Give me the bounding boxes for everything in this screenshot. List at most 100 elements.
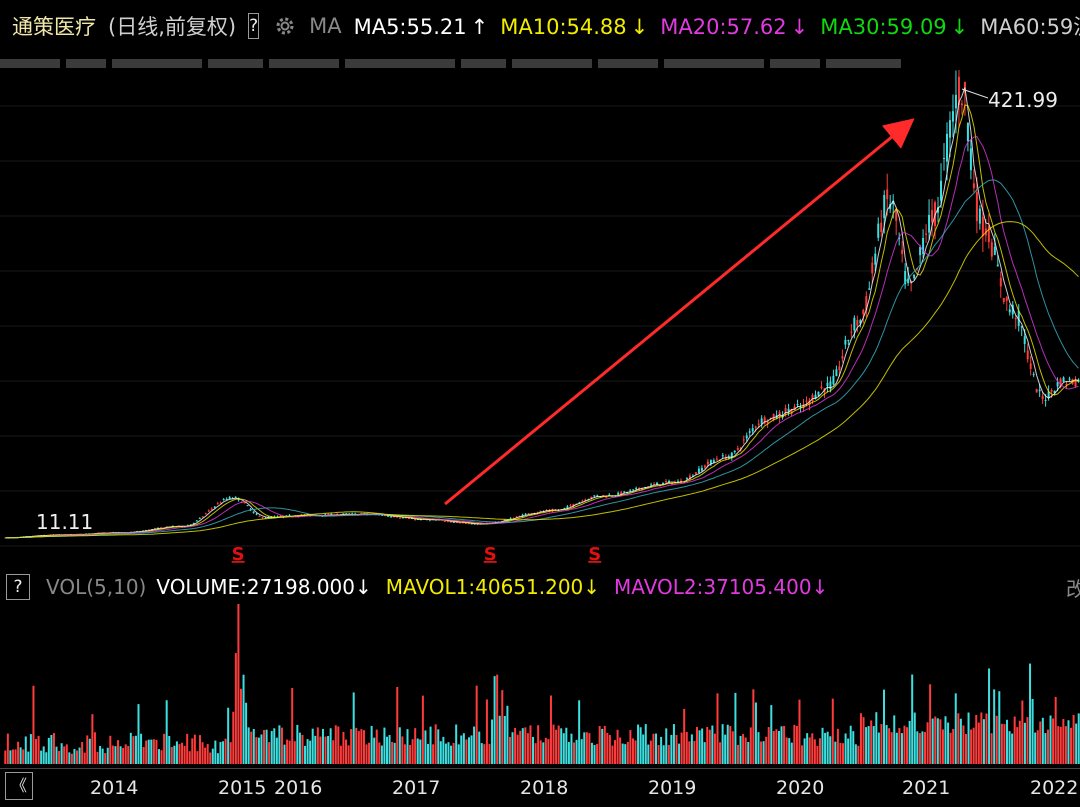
volume-bar: [672, 724, 675, 764]
volume-bar: [178, 744, 181, 764]
volume-bar: [122, 747, 125, 764]
volume-bar: [491, 719, 494, 764]
volume-bar: [273, 728, 276, 764]
candle-body: [838, 366, 841, 370]
volume-bar: [624, 744, 627, 764]
volume-bar: [119, 746, 122, 764]
volume-bar: [117, 740, 120, 764]
candle-body: [922, 237, 925, 254]
candle-body: [1023, 336, 1026, 344]
volume-bar: [544, 737, 547, 764]
volume-bar: [483, 744, 486, 764]
candle-body: [387, 515, 390, 517]
candle-body: [458, 522, 461, 524]
volume-bar: [883, 689, 886, 764]
volume-bar: [685, 731, 688, 764]
candle-body: [1050, 389, 1053, 392]
volume-bar: [19, 747, 22, 764]
volume-bar: [726, 724, 729, 764]
volume-bar: [649, 740, 652, 764]
volume-bar: [65, 744, 68, 764]
volume-bar: [808, 737, 811, 764]
candle-body: [629, 490, 632, 492]
volume-bar: [465, 739, 468, 764]
volume-bar: [729, 726, 732, 764]
volume-bar: [877, 732, 880, 764]
volume-bar: [198, 735, 201, 764]
volume-bar: [801, 745, 804, 764]
volume-chart[interactable]: [0, 604, 1080, 766]
candle-body: [700, 467, 703, 471]
volume-bar: [498, 715, 501, 764]
volume-bar: [1005, 719, 1008, 764]
volume-bar: [698, 730, 701, 764]
volume-bar: [298, 732, 301, 764]
volume-bar: [585, 732, 588, 764]
volume-bar: [47, 737, 50, 764]
volume-bar: [96, 751, 99, 764]
volume-bar: [99, 745, 102, 764]
volume-bar: [137, 704, 140, 764]
volume-bar: [175, 741, 178, 764]
volume-bar: [678, 743, 681, 764]
volume-bar: [1067, 720, 1070, 764]
candle-body: [407, 517, 410, 519]
stock-name[interactable]: 通策医疗: [12, 15, 96, 39]
volume-bar: [140, 733, 143, 764]
volume-bar: [311, 728, 314, 764]
candle-body: [721, 455, 724, 457]
volume-bar: [890, 732, 893, 764]
volume-bar: [1046, 729, 1049, 764]
scroll-left-button[interactable]: 《: [5, 772, 33, 800]
volume-bar: [608, 734, 611, 764]
vol-indicator-label[interactable]: VOL(5,10): [46, 575, 147, 599]
settings-gear-icon[interactable]: [273, 14, 297, 38]
volume-help-button[interactable]: ?: [6, 574, 30, 600]
volume-bar: [1023, 722, 1026, 764]
candle-body: [808, 400, 811, 405]
volume-bar: [847, 738, 850, 764]
candle-body: [204, 513, 207, 515]
volume-bar: [304, 745, 307, 764]
candle-body: [799, 406, 802, 408]
volume-bar: [590, 742, 593, 764]
volume-bar: [432, 744, 435, 764]
volume-bar: [42, 746, 45, 764]
volume-bar: [411, 739, 414, 764]
candle-body: [724, 456, 727, 460]
volume-bar: [647, 744, 650, 764]
obscured-block: [512, 59, 592, 68]
volume-bar: [1059, 726, 1062, 764]
volume-bar: [429, 726, 432, 764]
candle-body: [954, 94, 957, 109]
volume-bar: [455, 724, 458, 764]
volume-bar: [378, 742, 381, 764]
volume-bar: [747, 741, 750, 764]
volume-bar: [975, 714, 978, 764]
volume-bar: [1026, 717, 1029, 764]
volume-bar: [186, 733, 189, 764]
volume-bar: [637, 724, 640, 764]
help-button[interactable]: ?: [248, 13, 260, 39]
ma-indicator-label[interactable]: MA: [309, 14, 342, 38]
candle-body: [1065, 384, 1068, 386]
volume-bar: [93, 732, 96, 764]
candle-body: [826, 382, 829, 387]
volume-bar: [924, 732, 927, 764]
candle-body: [189, 524, 192, 526]
volume-bar: [391, 741, 394, 764]
volume-bar: [688, 741, 691, 764]
volume-bar: [14, 749, 17, 764]
candle-body: [632, 489, 635, 491]
volume-bar: [516, 734, 519, 764]
price-chart[interactable]: 421.99 11.11 S S S: [0, 70, 1080, 570]
ma-line: [5, 179, 1079, 539]
candle-body: [515, 516, 518, 518]
volume-bar: [409, 744, 412, 764]
volume-bar: [852, 731, 855, 764]
volume-bar: [667, 744, 670, 764]
candle-body: [766, 421, 769, 424]
volume-bar: [434, 724, 437, 764]
volume-bar: [114, 746, 117, 764]
